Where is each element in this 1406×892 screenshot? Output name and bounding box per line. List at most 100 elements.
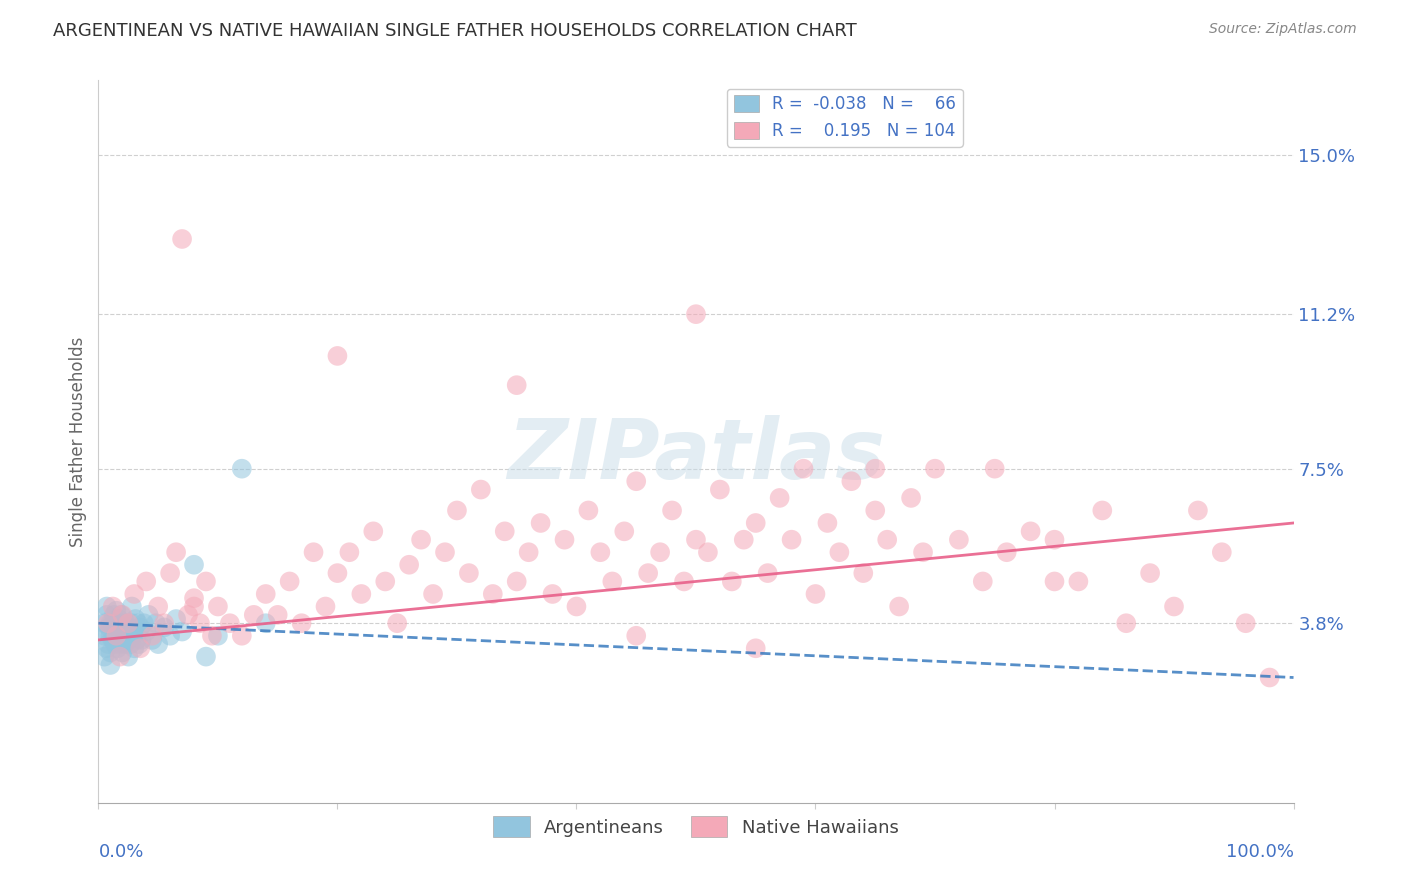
- Point: [1043, 574, 1066, 589]
- Point: [434, 545, 457, 559]
- Point: [995, 545, 1018, 559]
- Legend: Argentineans, Native Hawaiians: Argentineans, Native Hawaiians: [486, 809, 905, 845]
- Point: [183, 599, 205, 614]
- Point: [422, 587, 444, 601]
- Point: [153, 620, 176, 634]
- Point: [115, 624, 138, 639]
- Point: [745, 641, 768, 656]
- Point: [613, 524, 636, 539]
- Point: [231, 629, 253, 643]
- Point: [124, 612, 146, 626]
- Point: [815, 516, 838, 530]
- Point: [315, 599, 337, 614]
- Point: [565, 599, 588, 614]
- Point: [984, 461, 1007, 475]
- Point: [183, 591, 205, 606]
- Point: [124, 624, 146, 639]
- Point: [948, 533, 970, 547]
- Point: [768, 491, 790, 505]
- Point: [972, 574, 994, 589]
- Point: [107, 641, 129, 656]
- Point: [93, 616, 115, 631]
- Point: [207, 599, 229, 614]
- Point: [101, 599, 124, 614]
- Point: [138, 607, 160, 622]
- Text: ARGENTINEAN VS NATIVE HAWAIIAN SINGLE FATHER HOUSEHOLDS CORRELATION CHART: ARGENTINEAN VS NATIVE HAWAIIAN SINGLE FA…: [53, 22, 858, 40]
- Point: [494, 524, 516, 539]
- Point: [104, 620, 127, 634]
- Point: [911, 545, 934, 559]
- Point: [93, 629, 115, 643]
- Point: [530, 516, 553, 530]
- Point: [153, 616, 176, 631]
- Point: [1211, 545, 1233, 559]
- Point: [159, 629, 181, 643]
- Point: [97, 637, 120, 651]
- Point: [96, 641, 118, 656]
- Point: [1091, 503, 1114, 517]
- Point: [105, 604, 128, 618]
- Point: [374, 574, 396, 589]
- Point: [626, 629, 648, 643]
- Point: [865, 461, 887, 475]
- Point: [626, 474, 648, 488]
- Point: [385, 616, 409, 631]
- Point: [118, 620, 141, 634]
- Point: [101, 632, 124, 647]
- Point: [1139, 566, 1161, 580]
- Point: [108, 637, 131, 651]
- Point: [93, 649, 115, 664]
- Point: [115, 632, 138, 647]
- Point: [111, 629, 134, 643]
- Point: [207, 629, 229, 643]
- Point: [177, 607, 200, 622]
- Point: [446, 503, 468, 517]
- Point: [756, 566, 779, 580]
- Point: [98, 657, 122, 672]
- Point: [103, 607, 125, 622]
- Point: [339, 545, 361, 559]
- Point: [291, 616, 314, 631]
- Point: [98, 616, 122, 631]
- Point: [110, 607, 132, 622]
- Point: [131, 632, 153, 647]
- Point: [103, 624, 125, 639]
- Point: [506, 574, 529, 589]
- Point: [780, 533, 803, 547]
- Point: [98, 645, 122, 659]
- Point: [107, 624, 129, 639]
- Point: [470, 483, 492, 497]
- Point: [1115, 616, 1137, 631]
- Point: [745, 516, 768, 530]
- Point: [120, 637, 142, 651]
- Point: [141, 629, 163, 643]
- Text: Source: ZipAtlas.com: Source: ZipAtlas.com: [1209, 22, 1357, 37]
- Point: [326, 349, 349, 363]
- Point: [195, 574, 218, 589]
- Point: [104, 637, 127, 651]
- Point: [267, 607, 290, 622]
- Point: [145, 616, 167, 631]
- Point: [889, 599, 911, 614]
- Point: [481, 587, 505, 601]
- Point: [554, 533, 576, 547]
- Point: [363, 524, 385, 539]
- Point: [900, 491, 922, 505]
- Text: 100.0%: 100.0%: [1226, 843, 1294, 861]
- Point: [96, 624, 118, 639]
- Point: [124, 641, 146, 656]
- Point: [101, 616, 124, 631]
- Point: [804, 587, 827, 601]
- Point: [141, 632, 163, 647]
- Point: [165, 545, 187, 559]
- Point: [721, 574, 744, 589]
- Point: [132, 616, 155, 631]
- Point: [1234, 616, 1257, 631]
- Point: [350, 587, 373, 601]
- Point: [122, 629, 145, 643]
- Point: [135, 624, 157, 639]
- Point: [733, 533, 755, 547]
- Point: [172, 232, 194, 246]
- Point: [117, 649, 139, 664]
- Point: [661, 503, 683, 517]
